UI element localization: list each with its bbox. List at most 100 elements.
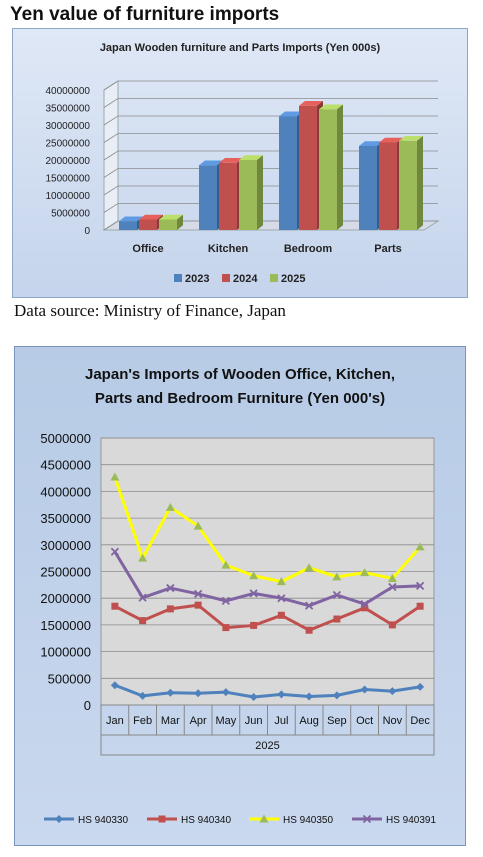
data-point: [194, 689, 203, 698]
legend-swatch: [174, 274, 182, 282]
x-tick-label: Mar: [161, 715, 180, 727]
y-tick-label: 15000000: [46, 174, 91, 185]
data-point: [388, 687, 397, 696]
data-point: [166, 688, 175, 697]
data-point: [388, 582, 397, 592]
data-point: [387, 573, 397, 582]
y-tick-label: 1500000: [40, 618, 91, 633]
x-tick-label: Feb: [133, 715, 152, 727]
bar: [159, 214, 183, 230]
data-point: [416, 602, 424, 610]
data-point: [361, 604, 369, 612]
y-tick-label: 0: [84, 698, 91, 713]
data-point: [221, 596, 231, 606]
data-point: [305, 626, 313, 634]
y-tick-label: 500000: [48, 671, 91, 686]
line-chart-title-line-2: Parts and Bedroom Furniture (Yen 000's): [95, 390, 385, 407]
legend-label: 2023: [185, 273, 209, 285]
legend-label: HS 940391: [386, 815, 436, 826]
data-point: [332, 691, 341, 700]
data-point: [222, 624, 230, 632]
data-point: [165, 502, 175, 511]
data-point: [416, 682, 425, 691]
x-tick-label: Kitchen: [208, 243, 249, 255]
data-point: [332, 572, 342, 581]
y-tick-label: 2000000: [40, 591, 91, 606]
data-point: [277, 611, 285, 619]
x-tick-label: Apr: [190, 715, 207, 727]
legend-entry: 2025: [270, 273, 305, 285]
x-tick-label: Jun: [245, 715, 263, 727]
data-point: [304, 563, 314, 572]
legend-label: 2024: [233, 273, 258, 285]
y-tick-label: 5000000: [51, 209, 90, 220]
x-tick-label: Aug: [299, 715, 319, 727]
data-point: [193, 521, 203, 530]
line-chart: Japan's Imports of Wooden Office, Kitche…: [14, 346, 466, 846]
data-point: [333, 615, 341, 623]
data-point: [249, 692, 258, 701]
y-tick-label: 35000000: [46, 104, 91, 115]
legend-entry: HS 940340: [147, 815, 231, 826]
y-tick-label: 5000000: [40, 431, 91, 446]
x-tick-label: Bedroom: [284, 243, 333, 255]
y-tick-label: 30000000: [46, 121, 91, 132]
y-tick-label: 3000000: [40, 538, 91, 553]
legend-entry: HS 940350: [249, 814, 333, 826]
bar-chart: Japan Wooden furniture and Parts Imports…: [12, 28, 468, 298]
y-tick-label: 3500000: [40, 511, 91, 526]
data-point: [138, 691, 147, 700]
x-tick-label: Office: [132, 243, 163, 255]
legend-label: HS 940350: [283, 815, 333, 826]
series-line: [110, 681, 425, 701]
data-point: [415, 542, 425, 551]
data-point: [249, 571, 259, 580]
legend-swatch: [222, 274, 230, 282]
data-point: [388, 621, 396, 629]
data-point: [332, 590, 342, 600]
legend-label: 2025: [281, 273, 305, 285]
legend-swatch: [270, 274, 278, 282]
data-point: [110, 681, 119, 690]
x-tick-label: Oct: [356, 715, 373, 727]
data-point: [360, 568, 370, 577]
data-point: [277, 594, 286, 603]
data-point: [55, 815, 63, 823]
legend-entry: HS 940391: [352, 814, 436, 826]
series-path: [113, 476, 422, 584]
data-point: [111, 602, 119, 610]
bar: [239, 155, 263, 230]
data-point: [110, 472, 120, 481]
data-point: [304, 601, 314, 610]
data-point: [250, 621, 258, 629]
x-tick-label: Nov: [383, 715, 403, 727]
y-tick-label: 4000000: [40, 484, 91, 499]
x-tick-label: Sep: [327, 715, 347, 727]
legend-label: HS 940330: [78, 815, 128, 826]
data-point: [158, 815, 166, 823]
data-point: [138, 553, 148, 562]
legend-label: HS 940340: [181, 815, 231, 826]
data-point: [166, 605, 174, 613]
data-point: [360, 685, 369, 694]
data-point: [221, 560, 231, 569]
y-tick-label: 20000000: [46, 156, 91, 167]
data-point: [138, 593, 147, 602]
data-point: [139, 617, 147, 625]
data-point: [249, 589, 258, 598]
series-path: [113, 550, 421, 608]
y-tick-label: 4500000: [40, 458, 91, 473]
x-year-label: 2025: [255, 740, 279, 752]
y-gridline: [103, 98, 438, 108]
y-gridline: [103, 80, 438, 91]
data-point: [276, 577, 286, 586]
y-tick-label: 25000000: [46, 139, 91, 150]
bar: [319, 104, 343, 230]
data-point: [193, 589, 203, 599]
data-point: [362, 814, 372, 824]
legend-entry: 2024: [222, 273, 258, 285]
y-tick-label: 40000000: [46, 86, 91, 97]
x-tick-label: Jul: [274, 715, 288, 727]
y-tick-label: 0: [84, 226, 90, 237]
y-tick-label: 2500000: [40, 565, 91, 580]
